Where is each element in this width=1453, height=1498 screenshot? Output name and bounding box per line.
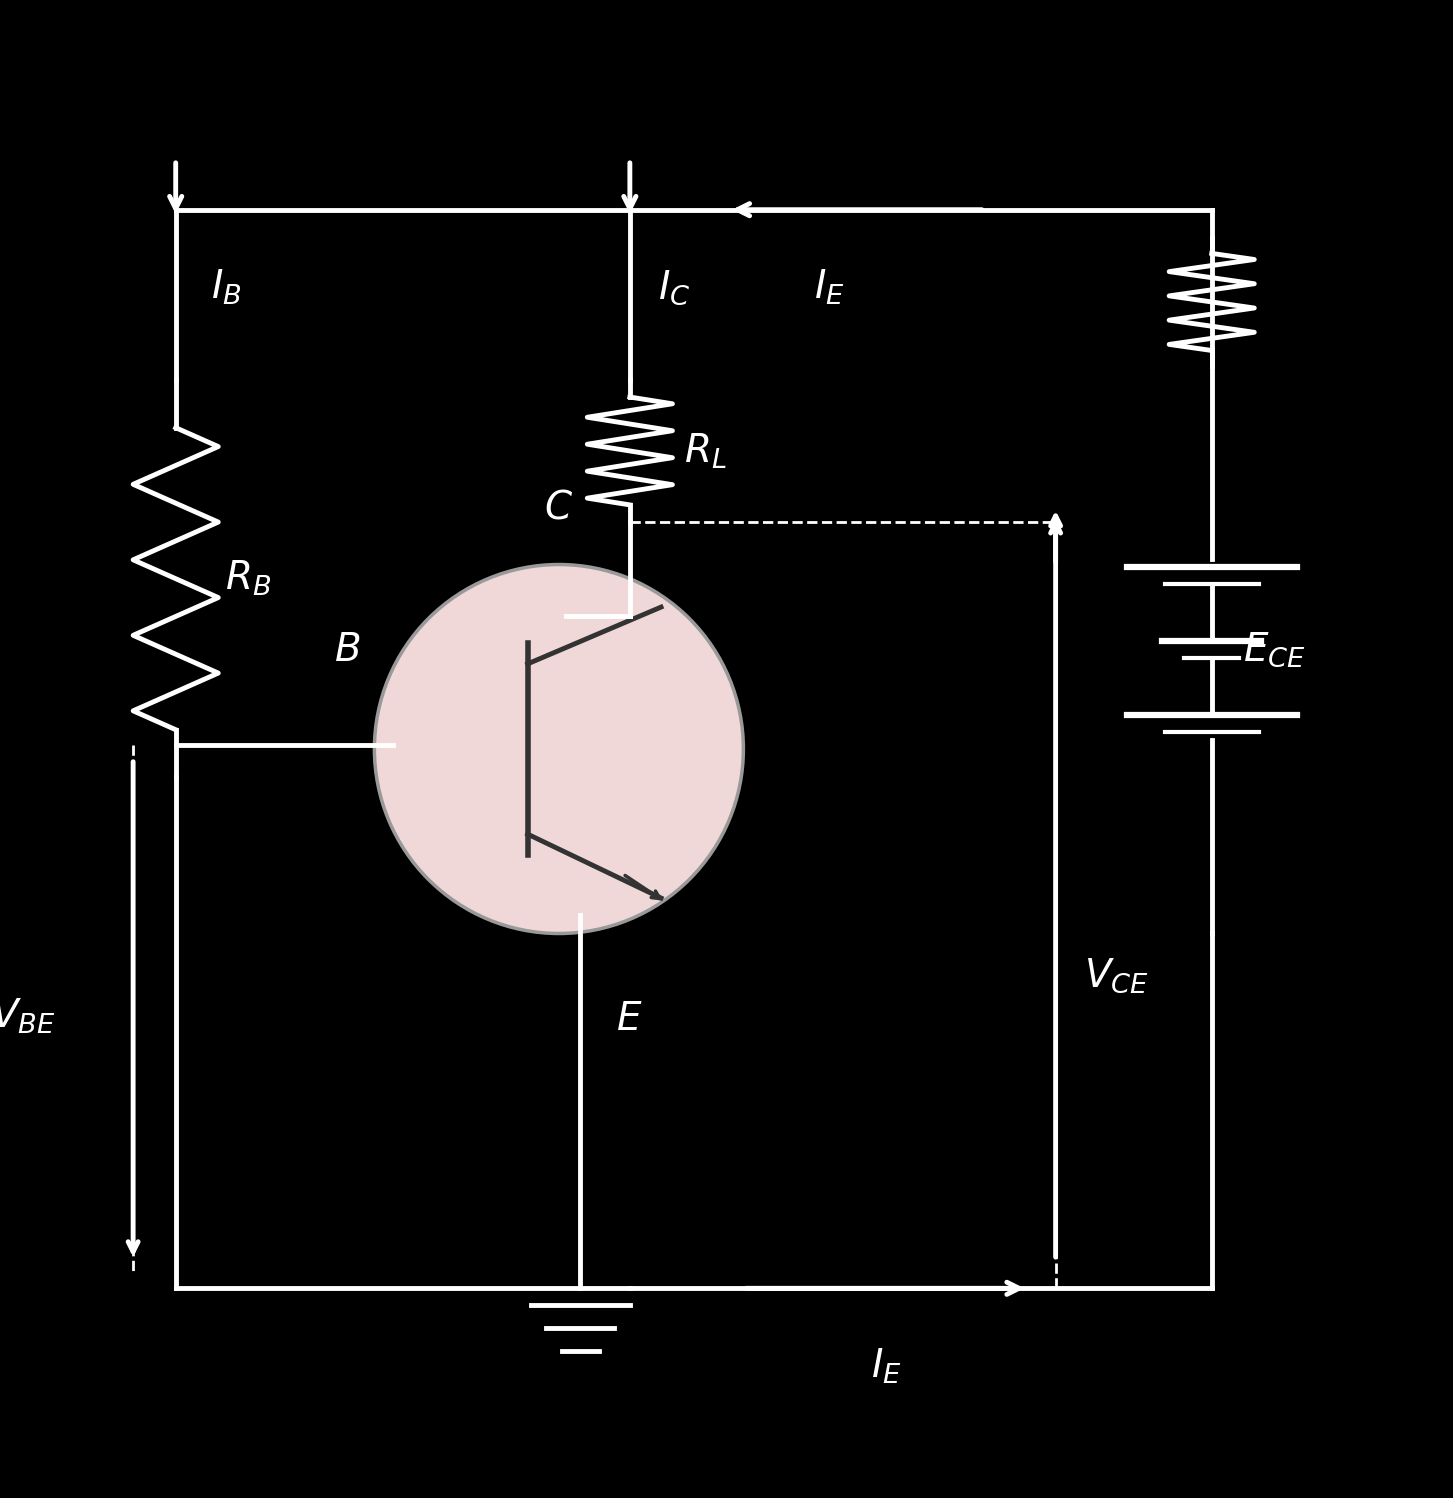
Text: $I_E$: $I_E$ xyxy=(814,268,846,307)
Text: $I_E$: $I_E$ xyxy=(872,1347,902,1386)
Text: $I_C$: $I_C$ xyxy=(658,268,690,307)
Text: $E_{CE}$: $E_{CE}$ xyxy=(1242,631,1306,670)
Text: $B$: $B$ xyxy=(334,631,360,668)
Text: $I_B$: $I_B$ xyxy=(211,268,241,307)
Text: $E$: $E$ xyxy=(616,999,642,1038)
Text: $V_{BE}$: $V_{BE}$ xyxy=(0,996,55,1037)
Text: $C$: $C$ xyxy=(543,488,572,527)
Text: $R_L$: $R_L$ xyxy=(684,431,726,470)
Text: $R_B$: $R_B$ xyxy=(225,559,272,598)
Text: $V_{CE}$: $V_{CE}$ xyxy=(1084,957,1149,995)
Circle shape xyxy=(375,565,744,933)
